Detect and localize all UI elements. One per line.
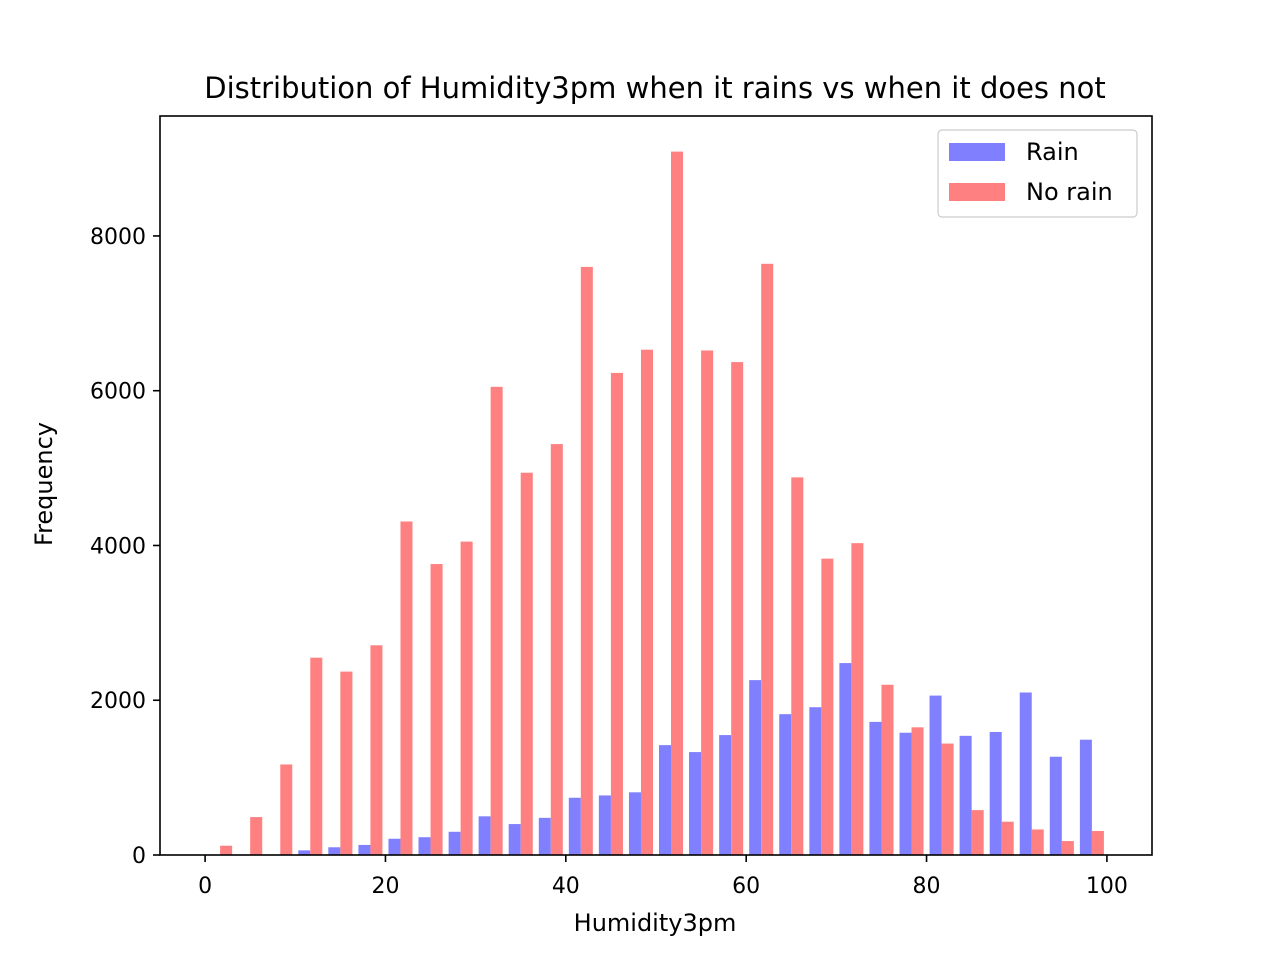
bars-group xyxy=(220,151,1104,856)
bar-no-rain xyxy=(671,151,684,856)
y-tick-label: 4000 xyxy=(90,534,146,559)
bar-rain xyxy=(298,850,311,855)
bar-rain xyxy=(779,714,792,855)
bar-rain xyxy=(719,735,732,855)
bar-rain xyxy=(749,680,762,855)
bar-rain xyxy=(929,695,942,855)
bar-rain xyxy=(598,795,611,855)
bar-no-rain xyxy=(610,372,623,855)
bar-rain xyxy=(478,816,491,855)
bar-no-rain xyxy=(941,743,954,855)
bar-rain xyxy=(538,817,551,855)
bar-rain xyxy=(1079,739,1092,855)
bar-rain xyxy=(358,844,371,855)
bar-no-rain xyxy=(971,810,984,855)
x-tick-label: 0 xyxy=(198,874,212,899)
x-tick-label: 60 xyxy=(732,874,760,899)
legend-swatch-no-rain xyxy=(949,183,1005,201)
x-tick-label: 40 xyxy=(552,874,580,899)
bar-no-rain xyxy=(851,543,864,855)
bar-no-rain xyxy=(1031,829,1044,855)
bar-no-rain xyxy=(340,671,353,855)
bar-rain xyxy=(659,745,672,855)
bar-no-rain xyxy=(761,263,774,855)
y-axis-label: Frequency xyxy=(30,422,58,546)
bar-rain xyxy=(899,732,912,855)
bar-rain xyxy=(448,831,461,855)
x-axis-label: Humidity3pm xyxy=(574,909,737,937)
chart-title: Distribution of Humidity3pm when it rain… xyxy=(204,71,1106,105)
x-tick-label: 20 xyxy=(371,874,399,899)
bar-no-rain xyxy=(490,386,503,855)
bar-rain xyxy=(388,838,401,855)
x-tick-label: 80 xyxy=(913,874,941,899)
y-tick-label: 0 xyxy=(132,844,146,869)
bar-rain xyxy=(508,824,521,855)
bar-no-rain xyxy=(220,845,233,855)
legend: Rain No rain xyxy=(937,129,1138,218)
x-tick-label: 100 xyxy=(1086,874,1128,899)
legend-swatch-rain xyxy=(949,143,1005,161)
legend-label-rain: Rain xyxy=(1026,138,1079,166)
x-axis: 0 20 40 60 80 100 xyxy=(198,855,1128,899)
bar-rain xyxy=(568,797,581,855)
bar-no-rain xyxy=(550,444,563,855)
bar-no-rain xyxy=(580,266,593,855)
bar-no-rain xyxy=(430,564,443,855)
y-axis: 0 2000 4000 6000 8000 xyxy=(90,225,160,869)
bar-no-rain xyxy=(881,684,894,855)
bar-rain xyxy=(809,707,822,855)
bar-rain xyxy=(1049,756,1062,855)
bar-rain xyxy=(839,663,852,855)
bar-no-rain xyxy=(791,477,804,855)
bar-no-rain xyxy=(1001,821,1014,855)
y-tick-label: 6000 xyxy=(90,380,146,405)
bar-no-rain xyxy=(460,541,473,855)
y-tick-label: 2000 xyxy=(90,689,146,714)
bar-rain xyxy=(1019,692,1032,855)
bar-no-rain xyxy=(250,817,263,855)
bar-no-rain xyxy=(1091,831,1104,855)
bar-no-rain xyxy=(280,764,293,855)
bar-no-rain xyxy=(731,362,744,855)
bar-no-rain xyxy=(400,521,413,855)
bar-rain xyxy=(328,847,341,855)
bar-rain xyxy=(689,752,702,855)
bar-no-rain xyxy=(1061,841,1074,855)
bar-no-rain xyxy=(640,349,653,855)
bar-rain xyxy=(959,735,972,855)
bar-no-rain xyxy=(520,472,533,855)
bar-rain xyxy=(989,731,1002,855)
plot-area-frame xyxy=(159,115,1153,856)
bar-rain xyxy=(418,837,431,855)
bar-no-rain xyxy=(701,350,714,855)
bar-rain xyxy=(628,792,641,855)
bar-no-rain xyxy=(821,558,834,855)
bar-rain xyxy=(869,721,882,855)
legend-label-no-rain: No rain xyxy=(1026,178,1113,206)
bar-no-rain xyxy=(370,645,383,855)
y-tick-label: 8000 xyxy=(90,225,146,250)
bar-no-rain xyxy=(310,657,323,855)
bar-no-rain xyxy=(911,727,924,855)
